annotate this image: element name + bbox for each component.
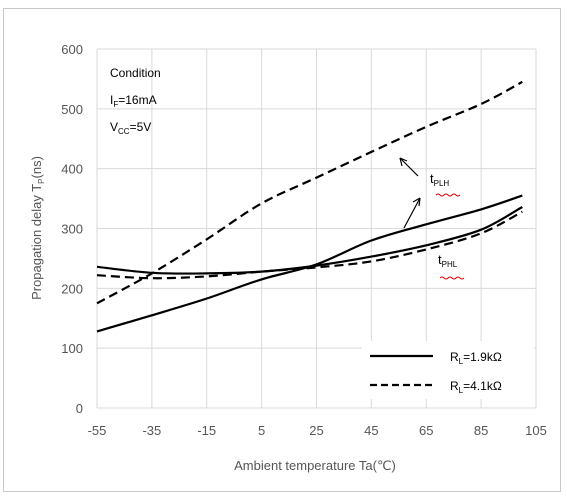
legend-label-dashed: RL=4.1kΩ [450, 379, 502, 395]
y-tick-label: 500 [61, 102, 83, 117]
annotation-tplh-arrow-down [399, 157, 419, 177]
legend-background [362, 341, 534, 399]
annotation-tplh-arrowhead-up [412, 197, 421, 207]
chart-border [3, 8, 561, 492]
annotation-tplh-arrowhead-down [399, 157, 408, 167]
annotation-tphl: tPHL [438, 252, 465, 280]
x-tick-label: 85 [474, 423, 488, 438]
annotation-tplh: tPLH [399, 157, 461, 229]
legend-label-solid: RL=1.9kΩ [450, 350, 502, 366]
condition-title: Condition [110, 66, 161, 80]
y-tick-label: 300 [61, 222, 83, 237]
y-tick-label: 600 [61, 42, 83, 57]
series-line-tplh-dashed [96, 80, 523, 305]
x-tick-label: -55 [88, 423, 107, 438]
x-axis-title: Ambient temperature Ta(℃) [234, 458, 396, 473]
annotation-tphl-label: tPHL [438, 252, 458, 269]
y-tick-label: 400 [61, 162, 83, 177]
series-line-tphl-solid [96, 206, 523, 275]
y-axis-title: Propagation delay TP(ns) [29, 156, 46, 300]
y-tick-label: 0 [76, 401, 83, 416]
legend: RL=1.9kΩ RL=4.1kΩ [362, 341, 534, 399]
annotation-tplh-label: tPLH [430, 171, 449, 188]
annotation-tphl-underline [439, 276, 465, 280]
axis-layer: -55 -35 -15 5 25 45 65 85 105 0 100 200 300 400 500 600 [61, 42, 547, 438]
x-tick-label: 105 [525, 423, 547, 438]
condition-vcc: VCC=5V [110, 120, 151, 136]
x-tick-label: -35 [142, 423, 161, 438]
series-line-tphl-dashed [96, 210, 523, 280]
x-tick-label: -15 [197, 423, 216, 438]
x-tick-label: 65 [419, 423, 433, 438]
condition-block: Condition IF=16mA VCC=5V [110, 66, 161, 136]
annotation-tplh-arrow-up [403, 197, 421, 229]
x-tick-label: 45 [364, 423, 378, 438]
y-tick-label: 100 [61, 341, 83, 356]
y-tick-label: 200 [61, 281, 83, 296]
x-tick-label: 25 [309, 423, 323, 438]
series-layer [96, 80, 523, 333]
grid-layer [96, 48, 537, 409]
series-line-tplh-solid [96, 194, 523, 333]
x-tick-label: 5 [258, 423, 265, 438]
condition-if: IF=16mA [110, 93, 157, 109]
annotation-tplh-underline [435, 193, 461, 197]
